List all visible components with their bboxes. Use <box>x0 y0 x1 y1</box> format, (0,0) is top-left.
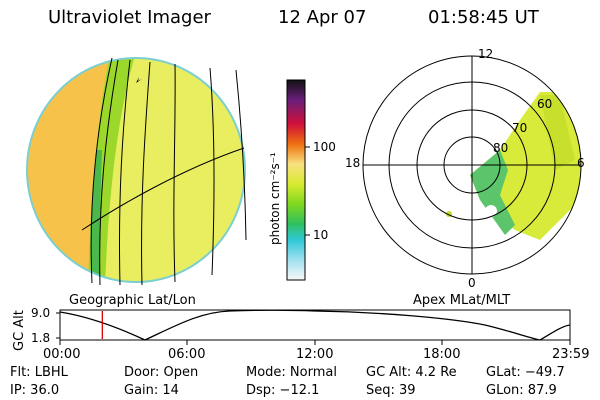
geographic-disk-edge <box>26 57 246 283</box>
altitude-ytick-top: 9.0 <box>31 306 51 320</box>
colorbar-tick-10: 10 <box>313 228 329 242</box>
info-glat: GLat: −49.7 <box>486 365 565 380</box>
mlat-label-80: 80 <box>493 141 509 155</box>
colorbar-unit-label: photon cm⁻²s⁻¹ <box>268 152 282 245</box>
geographic-image <box>27 58 245 282</box>
info-filter: Flt: LBHL <box>10 365 68 380</box>
altitude-xtick-2: 12:00 <box>296 347 334 362</box>
altitude-curve <box>59 309 571 341</box>
altitude-ytick-bottom: 1.8 <box>31 331 51 345</box>
mlt-label-18: 18 <box>345 156 361 170</box>
instrument-title: Ultraviolet Imager <box>48 7 211 28</box>
colorbar-tick-100: 100 <box>313 140 336 154</box>
info-mode: Mode: Normal <box>246 365 337 380</box>
mlt-label-12: 12 <box>478 47 494 61</box>
left-panel-label: Geographic Lat/Lon <box>69 293 196 308</box>
info-gain: Gain: 14 <box>124 383 179 398</box>
info-gc-alt: GC Alt: 4.2 Re <box>366 365 457 380</box>
altitude-xtick-3: 18:00 <box>423 347 461 362</box>
lat-lon-grid <box>81 57 247 286</box>
altitude-ylabel: GC Alt <box>12 310 27 351</box>
info-glon: GLon: 87.9 <box>486 383 557 398</box>
info-dsp: Dsp: −12.1 <box>246 383 320 398</box>
polar-plot <box>362 55 582 275</box>
altitude-xtick-0: 00:00 <box>43 347 81 362</box>
info-door: Door: Open <box>124 365 199 380</box>
right-panel-label: Apex MLat/MLT <box>413 293 511 308</box>
intensity-colorbar <box>286 79 306 281</box>
info-ip: IP: 36.0 <box>10 383 60 398</box>
mlt-label-6: 6 <box>577 156 585 170</box>
altitude-xtick-1: 06:00 <box>168 347 206 362</box>
observation-date: 12 Apr 07 <box>278 7 367 28</box>
mlat-label-70: 70 <box>512 121 528 135</box>
mlat-label-60: 60 <box>537 97 553 111</box>
info-seq: Seq: 39 <box>366 383 416 398</box>
observation-time: 01:58:45 UT <box>428 7 539 28</box>
mlt-label-0: 0 <box>468 276 476 290</box>
altitude-xtick-4: 23:59 <box>552 347 590 362</box>
